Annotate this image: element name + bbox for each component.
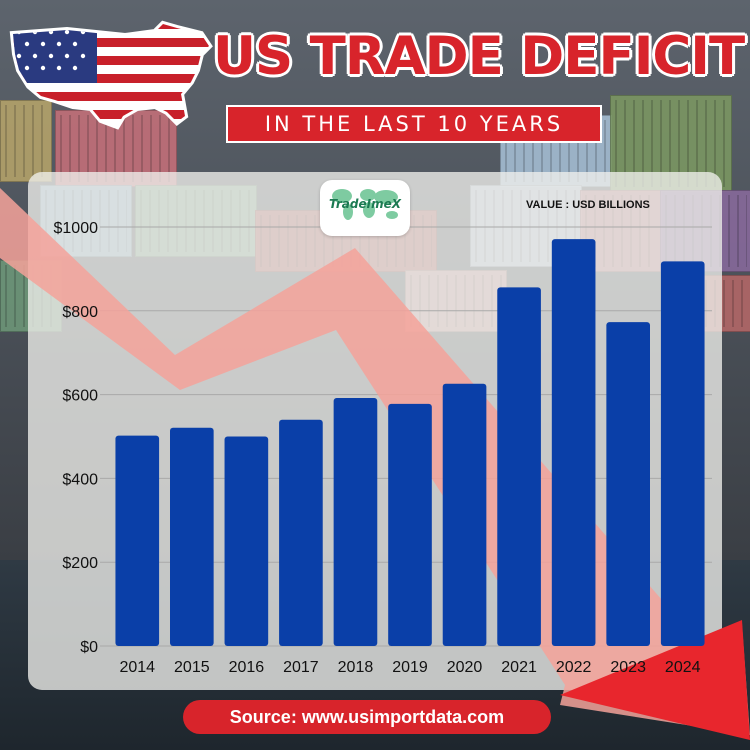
bar-2019 — [388, 403, 432, 646]
bar-2020 — [442, 383, 487, 646]
bar-2016 — [224, 436, 269, 646]
y-tick-label: $1000 — [54, 220, 99, 237]
x-tick-label: 2014 — [119, 659, 155, 676]
y-tick-label: $600 — [62, 388, 98, 405]
bar-2014 — [115, 435, 160, 646]
tradeimex-logo: TradeImeX — [320, 180, 410, 236]
x-tick-label: 2016 — [229, 659, 265, 676]
bar-2018 — [333, 397, 378, 646]
bar-2022 — [551, 239, 596, 646]
y-tick-label: $400 — [62, 471, 98, 488]
y-tick-label: $200 — [62, 555, 98, 572]
x-tick-label: 2019 — [392, 659, 428, 676]
bar-2017 — [279, 419, 323, 646]
world-map-icon — [332, 189, 398, 220]
x-tick-labels: 2014 2015 2016 2017 2018 2019 2020 2021 2022 2023… — [119, 659, 700, 676]
trend-arrow-head — [560, 620, 750, 740]
y-tick-label: $800 — [62, 304, 98, 321]
x-tick-label: 2022 — [556, 659, 592, 676]
bar-2021 — [497, 287, 541, 646]
x-tick-label: 2015 — [174, 659, 210, 676]
page-subtitle: IN THE LAST 10 YEARS — [226, 105, 602, 143]
us-flag-map-icon — [5, 20, 215, 142]
y-tick-label: $0 — [80, 639, 98, 656]
x-tick-label: 2024 — [665, 659, 701, 676]
x-tick-label: 2021 — [501, 659, 537, 676]
page-title: US TRADE DEFICIT — [213, 26, 745, 87]
y-tick-labels: $0 $200 $400 $600 $800 $1000 — [54, 220, 99, 656]
bar-2023 — [606, 322, 650, 646]
x-tick-label: 2023 — [610, 659, 646, 676]
bars — [115, 239, 705, 646]
x-tick-label: 2018 — [338, 659, 374, 676]
x-tick-label: 2017 — [283, 659, 319, 676]
logo-text: TradeImeX — [329, 197, 401, 211]
y-axis-unit-label: VALUE : USD BILLIONS — [526, 199, 650, 211]
source-badge: Source: www.usimportdata.com — [183, 700, 551, 734]
bar-2024 — [660, 261, 705, 646]
bar-2015 — [170, 427, 214, 646]
x-tick-label: 2020 — [447, 659, 483, 676]
